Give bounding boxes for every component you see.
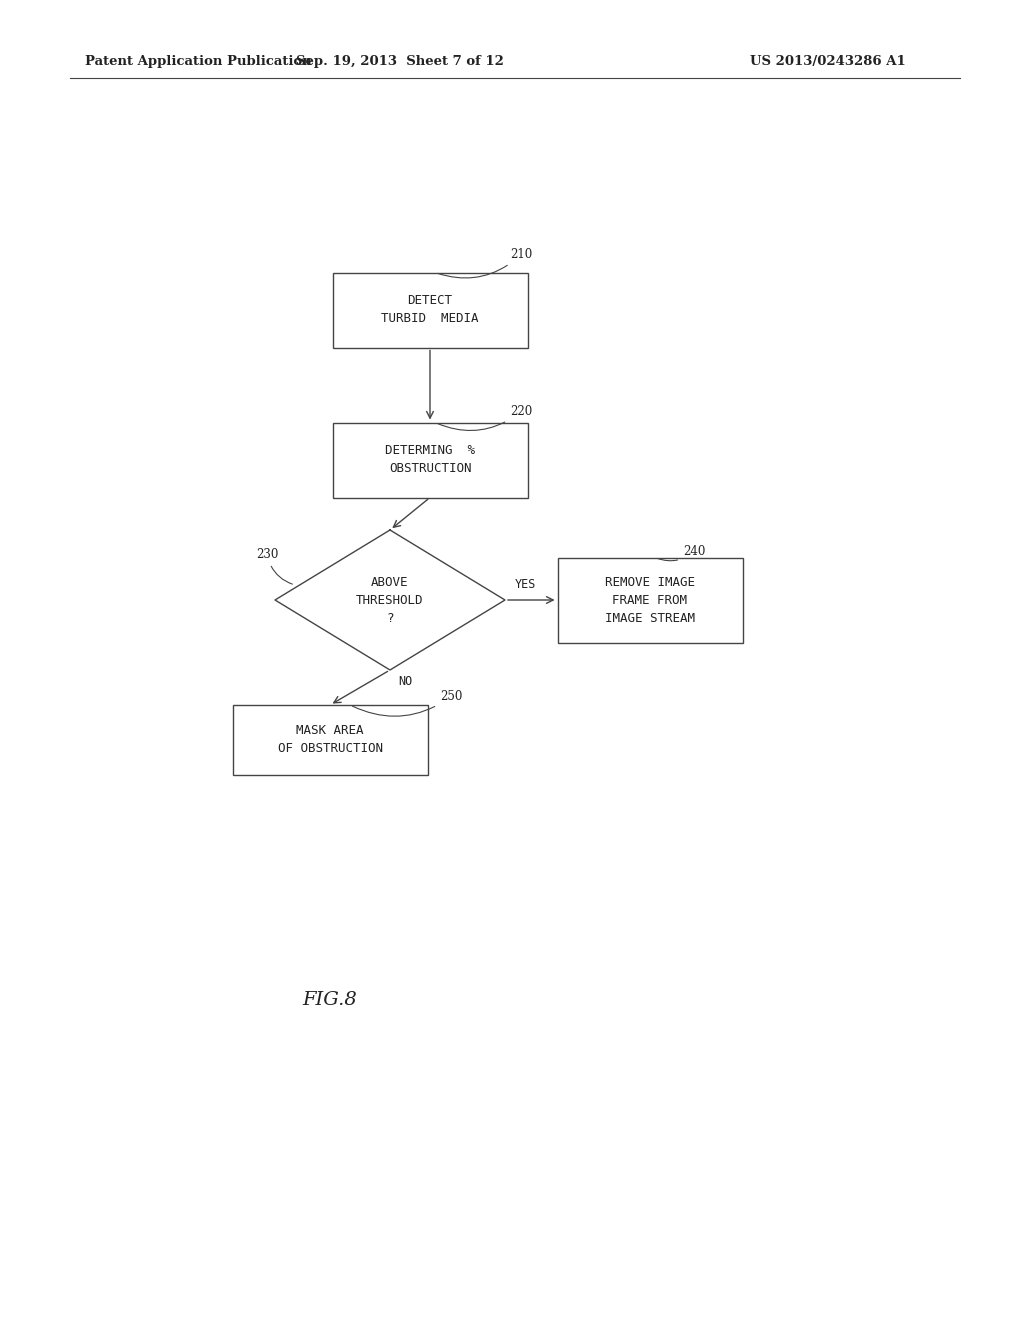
Text: FIG.8: FIG.8 [303,991,357,1008]
Text: DETERMING  %
OBSTRUCTION: DETERMING % OBSTRUCTION [385,445,475,475]
Text: 230: 230 [256,548,293,585]
Text: YES: YES [515,578,537,591]
Text: 210: 210 [437,248,532,279]
Text: 240: 240 [657,545,706,561]
Text: REMOVE IMAGE
FRAME FROM
IMAGE STREAM: REMOVE IMAGE FRAME FROM IMAGE STREAM [605,576,695,624]
Text: MASK AREA
OF OBSTRUCTION: MASK AREA OF OBSTRUCTION [278,725,383,755]
Text: 220: 220 [437,405,532,430]
Text: 250: 250 [352,690,463,717]
Text: NO: NO [398,675,413,688]
Bar [333,272,527,347]
Text: US 2013/0243286 A1: US 2013/0243286 A1 [750,55,906,69]
Text: ABOVE
THRESHOLD
?: ABOVE THRESHOLD ? [356,576,424,624]
Text: Sep. 19, 2013  Sheet 7 of 12: Sep. 19, 2013 Sheet 7 of 12 [296,55,504,69]
Bar [232,705,427,775]
Text: Patent Application Publication: Patent Application Publication [85,55,311,69]
Bar [557,557,742,643]
Text: DETECT
TURBID  MEDIA: DETECT TURBID MEDIA [381,294,479,326]
Bar [333,422,527,498]
